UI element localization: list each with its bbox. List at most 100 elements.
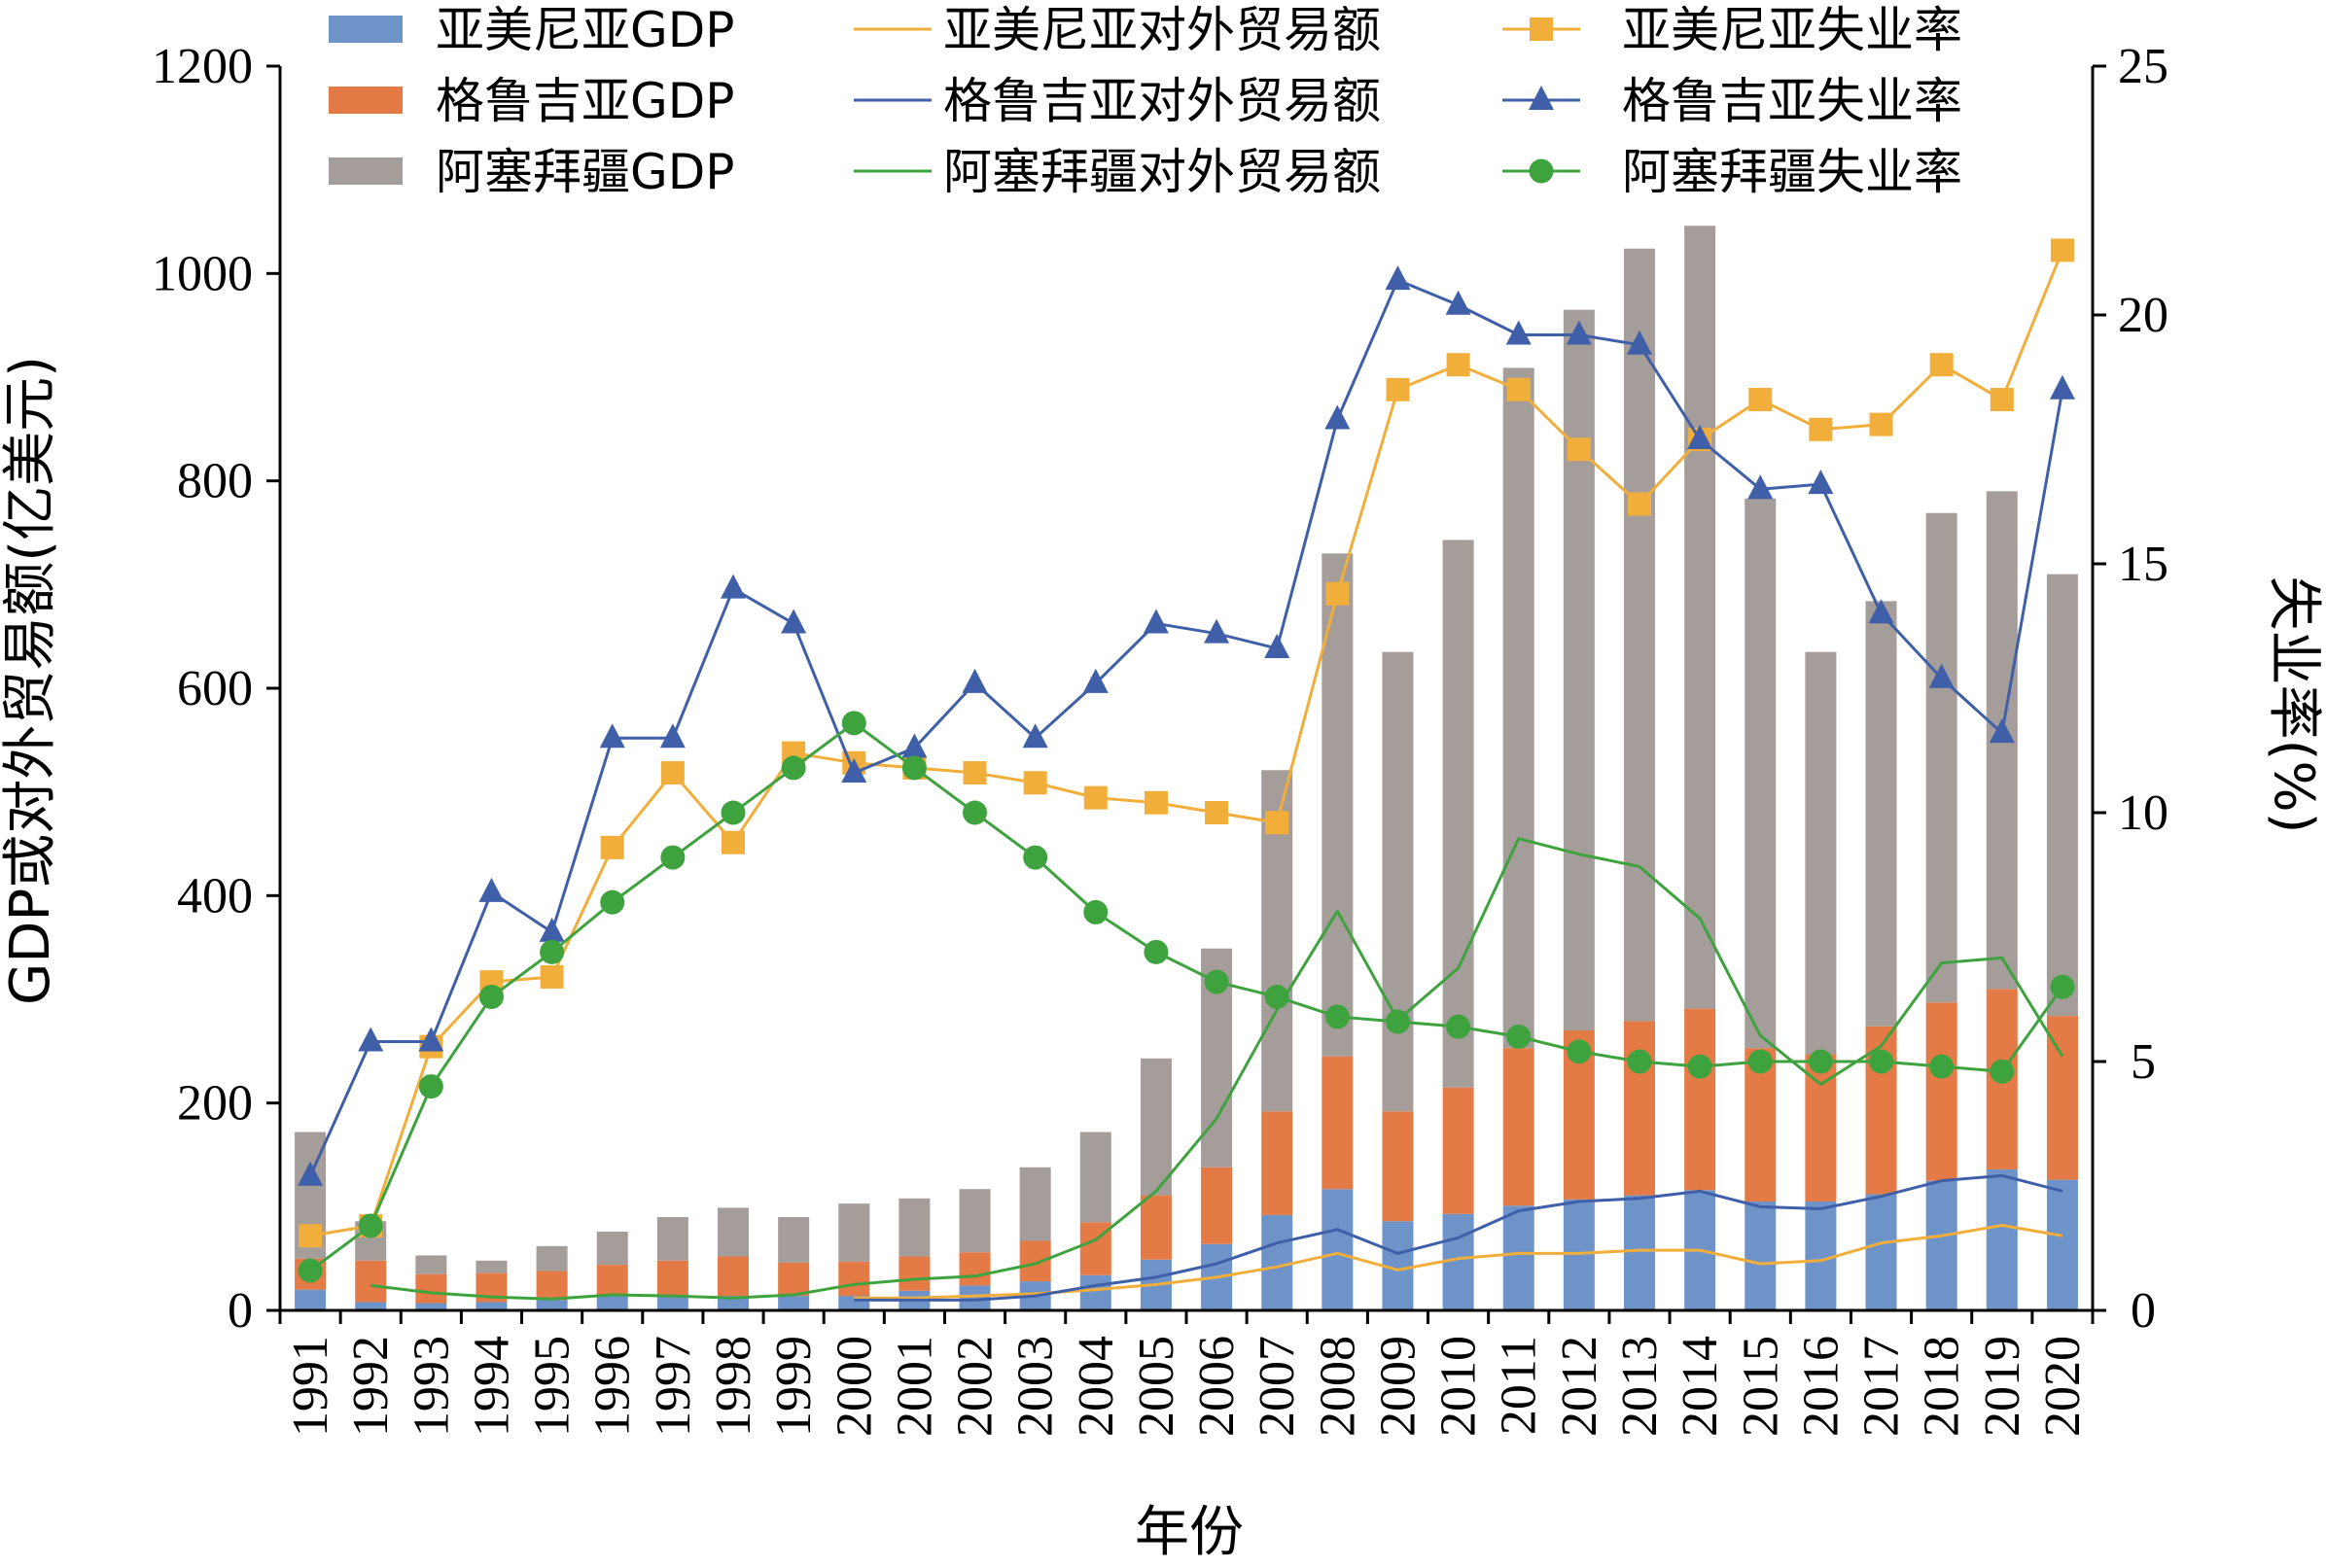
x-tick-label-2004: 2004	[1069, 1336, 1124, 1437]
bar-georgia_gdp-2018	[1925, 1002, 1957, 1181]
bar-armenia_gdp-2004	[1079, 1274, 1111, 1310]
point-georgia_line-2012	[1566, 320, 1592, 345]
y2-tick-label-5: 5	[2131, 1034, 2156, 1090]
x-tick-label-2020: 2020	[2035, 1336, 2091, 1437]
x-tick-label-2014: 2014	[1673, 1336, 1728, 1437]
point-azerbaijan_line-1995	[540, 939, 565, 964]
bar-georgia_gdp-1999	[778, 1262, 810, 1297]
x-tick-label-1995: 1995	[525, 1336, 581, 1437]
bar-georgia_gdp-2010	[1442, 1087, 1474, 1214]
point-azerbaijan_line-2008	[1324, 1004, 1350, 1029]
y2-tick-label-10: 10	[2118, 785, 2168, 841]
point-azerbaijan_line-2000	[841, 711, 866, 736]
point-georgia_line-1991	[298, 1161, 324, 1186]
point-azerbaijan_line-2010	[1446, 1014, 1471, 1039]
y2-tick-label-25: 25	[2118, 39, 2168, 94]
bar-azerbaijan_gdp-2004	[1079, 1132, 1111, 1223]
bar-armenia_gdp-1993	[415, 1303, 447, 1310]
point-armenia_line-2009	[1386, 377, 1410, 401]
y2-tick-label-20: 20	[2118, 288, 2168, 343]
point-armenia_line-2020	[2050, 238, 2074, 262]
x-tick-label-2010: 2010	[1431, 1336, 1487, 1437]
x-tick-label-2015: 2015	[1733, 1336, 1788, 1437]
legend-swatch-armenia_gdp	[329, 16, 403, 43]
y-tick-label-600: 600	[177, 661, 253, 716]
bar-azerbaijan_gdp-1999	[778, 1217, 810, 1263]
point-armenia_line-2010	[1446, 353, 1470, 377]
x-tick-label-1997: 1997	[646, 1336, 701, 1437]
bar-armenia_gdp-2017	[1865, 1194, 1897, 1310]
legend-label-trade-armenia_line: 亚美尼亚对外贸易额	[943, 2, 1381, 58]
bar-azerbaijan_gdp-1995	[536, 1245, 568, 1272]
point-azerbaijan_line-2003	[1023, 845, 1048, 870]
bar-georgia_gdp-2014	[1684, 1008, 1716, 1191]
y-tick-label-1000: 1000	[152, 246, 253, 301]
point-armenia_line-2006	[1205, 801, 1229, 824]
point-azerbaijan_line-1996	[600, 889, 625, 915]
y2-axis-title: 失业率(%)	[2262, 576, 2325, 834]
point-georgia_line-1997	[659, 723, 686, 749]
x-tick-label-2000: 2000	[827, 1336, 882, 1437]
point-armenia_line-2017	[1869, 412, 1893, 436]
point-armenia_line-1991	[299, 1224, 323, 1248]
point-azerbaijan_line-2014	[1687, 1054, 1712, 1079]
point-azerbaijan_line-2005	[1144, 939, 1169, 964]
bar-georgia_gdp-2000	[838, 1261, 870, 1297]
bar-azerbaijan_gdp-1994	[476, 1260, 508, 1273]
bar-armenia_gdp-1998	[718, 1296, 749, 1310]
x-tick-label-2007: 2007	[1250, 1336, 1305, 1437]
bar-armenia_gdp-2010	[1442, 1213, 1474, 1310]
bar-armenia_gdp-2018	[1925, 1180, 1957, 1310]
point-armenia_line-2005	[1144, 790, 1168, 815]
bar-azerbaijan_gdp-2011	[1502, 367, 1534, 1049]
gdp-bars	[295, 226, 2078, 1310]
point-georgia_line-1995	[539, 917, 565, 942]
bar-georgia_gdp-2002	[959, 1252, 991, 1286]
point-armenia_line-2018	[1929, 353, 1954, 377]
x-tick-label-2017: 2017	[1854, 1336, 1910, 1437]
bar-armenia_gdp-1994	[476, 1302, 508, 1310]
legend-marker-azerbaijan_line	[1529, 158, 1554, 184]
point-georgia_line-1992	[358, 1027, 384, 1052]
bar-georgia_gdp-2020	[2046, 1016, 2078, 1180]
point-georgia_line-2008	[1324, 404, 1351, 430]
point-georgia_line-2007	[1264, 634, 1290, 659]
bar-georgia_gdp-1997	[656, 1260, 688, 1297]
bar-armenia_gdp-2008	[1322, 1189, 1354, 1310]
legend-label-unemp-georgia_line: 格鲁吉亚失业率	[1622, 73, 1962, 129]
point-azerbaijan_line-2020	[2050, 974, 2075, 999]
point-georgia_line-2020	[2049, 374, 2075, 400]
point-armenia_line-2011	[1506, 377, 1531, 401]
x-tick-label-2012: 2012	[1552, 1336, 1607, 1437]
point-armenia_line-2003	[1023, 771, 1047, 795]
series-lines	[298, 238, 2075, 1302]
bar-armenia_gdp-1991	[295, 1289, 327, 1310]
point-azerbaijan_line-1998	[721, 800, 746, 825]
x-tick-label-2008: 2008	[1310, 1336, 1365, 1437]
x-tick-label-2003: 2003	[1008, 1336, 1064, 1437]
point-georgia_line-2010	[1445, 290, 1471, 315]
point-azerbaijan_line-2009	[1385, 1009, 1410, 1034]
point-azerbaijan_line-1993	[418, 1074, 443, 1099]
trade-line-azerbaijan_line-0	[370, 837, 2064, 1301]
bar-armenia_gdp-2011	[1502, 1205, 1534, 1310]
point-azerbaijan_line-1994	[478, 984, 504, 1009]
point-azerbaijan_line-2001	[901, 755, 927, 781]
point-armenia_line-2004	[1083, 785, 1108, 810]
bar-azerbaijan_gdp-2003	[1019, 1167, 1051, 1241]
y-axis-title: GDP或对外贸易额(亿美元)	[0, 356, 62, 1005]
point-georgia_line-2013	[1627, 330, 1652, 355]
bar-georgia_gdp-2005	[1140, 1195, 1172, 1260]
point-armenia_line-2002	[963, 761, 987, 785]
point-armenia_line-1997	[660, 761, 685, 785]
legend-marker-armenia_line	[1530, 17, 1553, 41]
point-georgia_line-2019	[1989, 718, 2015, 744]
legend-swatch-azerbaijan_gdp	[329, 157, 403, 185]
x-tick-label-2013: 2013	[1612, 1336, 1668, 1437]
point-georgia_line-2009	[1385, 265, 1411, 291]
bar-azerbaijan_gdp-2014	[1684, 226, 1716, 1009]
point-georgia_line-2002	[962, 668, 988, 693]
unemployment-line-azerbaijan_line-0	[309, 721, 2064, 1272]
bar-armenia_gdp-2019	[1986, 1168, 2018, 1310]
